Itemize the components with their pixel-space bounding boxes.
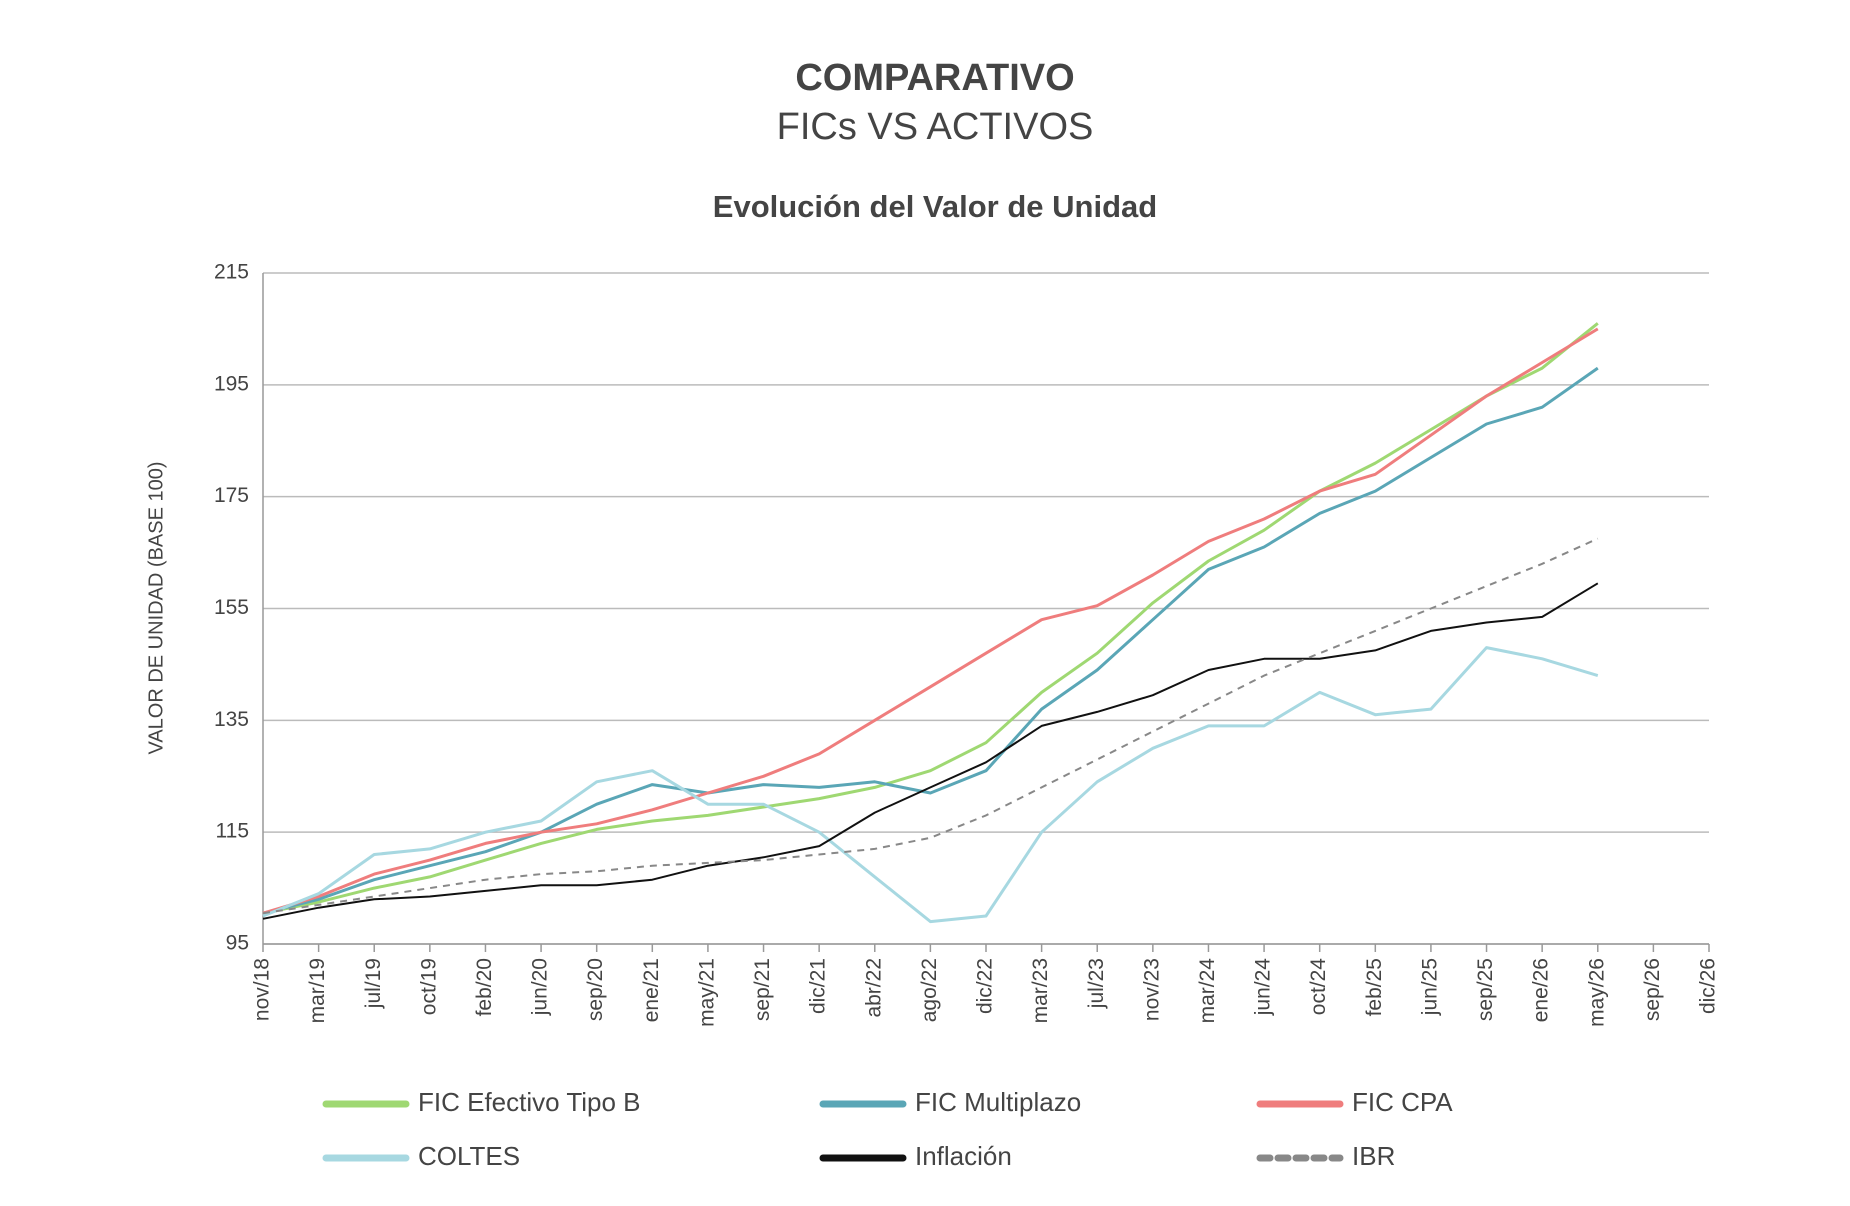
- x-tick-label: mar/24: [1196, 958, 1219, 1024]
- y-tick-label: 155: [214, 596, 249, 619]
- x-tick-label: dic/26: [1697, 958, 1720, 1014]
- x-tick-label: sep/25: [1474, 958, 1497, 1021]
- x-tick-label: ene/21: [640, 958, 663, 1022]
- x-tick-label: feb/20: [473, 958, 496, 1016]
- x-tick-label: jul/23: [1085, 958, 1108, 1009]
- x-tick-label: jul/19: [362, 958, 385, 1009]
- x-tick-label: sep/21: [751, 958, 774, 1021]
- x-tick-label: dic/22: [974, 958, 997, 1014]
- y-tick-label: 135: [214, 708, 249, 731]
- series-line: [262, 322, 1599, 915]
- x-tick-label: jun/25: [1418, 958, 1441, 1016]
- y-tick-label: 215: [214, 261, 249, 284]
- x-tick-label: abr/22: [862, 958, 885, 1018]
- series-line: [262, 646, 1599, 924]
- x-tick-label: nov/18: [251, 958, 274, 1021]
- x-tick-label: sep/26: [1641, 958, 1664, 1021]
- legend-label: COLTES: [418, 1141, 520, 1171]
- title: COMPARATIVO: [795, 57, 1074, 99]
- legend-label: Inflación: [915, 1141, 1012, 1171]
- x-tick-label: may/21: [695, 958, 718, 1027]
- x-tick-label: sep/20: [584, 958, 607, 1021]
- subtitle: FICs VS ACTIVOS: [777, 106, 1094, 148]
- y-axis-label: VALOR DE UNIDAD (BASE 100): [145, 461, 167, 754]
- y-tick-label: 175: [214, 484, 249, 507]
- series-line: [262, 582, 1599, 920]
- chart-title: Evolución del Valor de Unidad: [713, 189, 1157, 224]
- y-tick-label: 115: [216, 820, 249, 843]
- x-tick-label: dic/21: [807, 958, 830, 1014]
- y-tick-label: 95: [226, 932, 249, 955]
- series-line: [262, 537, 1599, 915]
- series-line: [262, 327, 1599, 915]
- x-tick-label: jun/20: [529, 958, 552, 1016]
- x-tick-label: may/26: [1585, 958, 1608, 1027]
- x-tick-label: oct/19: [417, 958, 440, 1015]
- x-tick-label: ene/26: [1530, 958, 1553, 1022]
- x-tick-label: ago/22: [918, 958, 941, 1022]
- x-tick-label: nov/23: [1140, 958, 1163, 1021]
- series-line: [262, 366, 1599, 915]
- x-tick-label: oct/24: [1307, 958, 1330, 1016]
- legend-label: FIC Efectivo Tipo B: [418, 1087, 641, 1117]
- x-tick-label: feb/25: [1363, 958, 1386, 1016]
- x-tick-label: jun/24: [1252, 958, 1275, 1017]
- x-tick-label: mar/23: [1029, 958, 1052, 1023]
- legend-label: IBR: [1352, 1141, 1395, 1171]
- y-tick-label: 195: [214, 372, 249, 395]
- legend-label: FIC Multiplazo: [915, 1087, 1081, 1117]
- legend-label: FIC CPA: [1352, 1087, 1453, 1117]
- x-tick-label: mar/19: [306, 958, 329, 1023]
